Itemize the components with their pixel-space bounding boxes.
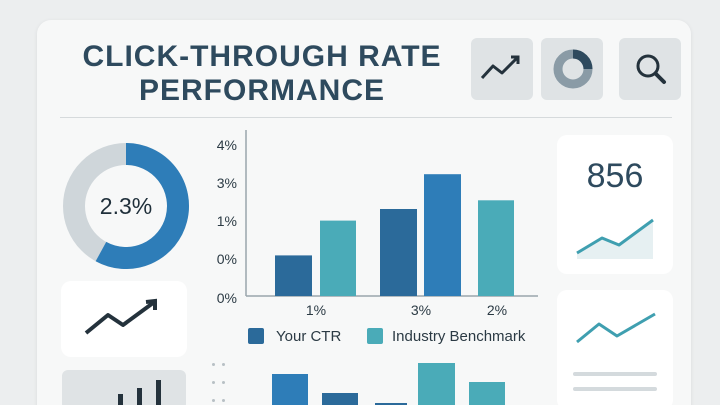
stat-value: 856 <box>586 157 644 195</box>
bar-plot-area <box>245 130 538 297</box>
secondary-bar <box>375 403 407 405</box>
trend-summary-card[interactable] <box>557 290 673 405</box>
legend-swatch-benchmark <box>367 328 383 344</box>
trend-line-icon <box>480 55 520 80</box>
stat-card[interactable]: 856 <box>557 135 673 274</box>
donut-value-label: 2.3% <box>99 193 153 219</box>
secondary-bar <box>469 382 505 405</box>
placeholder-text-line <box>573 387 657 391</box>
legend-swatch-your-ctr <box>248 328 264 344</box>
y-tick-label: 1% <box>216 213 237 229</box>
bar-benchmark <box>320 220 356 296</box>
search-button[interactable] <box>619 38 681 100</box>
mini-bar-card[interactable] <box>62 370 186 405</box>
page-title: CLICK-THROUGH RATE <box>82 40 442 73</box>
donut-view-button[interactable] <box>541 38 603 100</box>
donut-chart-icon <box>553 49 593 89</box>
sparkline-icon <box>576 218 654 259</box>
bar-benchmark <box>478 200 514 296</box>
y-tick-label: 0% <box>216 251 237 267</box>
legend-label-benchmark: Industry Benchmark <box>392 328 526 345</box>
bar-your-ctr <box>380 209 417 296</box>
trend-card[interactable] <box>61 281 187 357</box>
header-divider <box>60 117 672 118</box>
ctr-donut-chart <box>63 143 189 269</box>
secondary-bar <box>322 393 358 405</box>
placeholder-text-line <box>573 372 657 376</box>
decorative-dots <box>212 362 232 405</box>
y-tick-label: 3% <box>216 175 237 191</box>
bar-chart-icon <box>118 380 161 405</box>
trend-up-icon <box>84 298 157 335</box>
x-tick-label: 3% <box>410 302 432 318</box>
legend-label-your-ctr: Your CTR <box>276 328 342 345</box>
search-icon <box>636 54 666 84</box>
secondary-bar <box>272 374 308 405</box>
trend-teal-icon <box>573 312 657 391</box>
x-tick-label: 2% <box>486 302 508 318</box>
y-tick-label: 0% <box>216 290 237 306</box>
trend-view-button[interactable] <box>471 38 533 100</box>
bar-your-ctr <box>275 255 312 296</box>
secondary-bar-chart <box>272 363 505 405</box>
page-title-line2: PERFORMANCE <box>138 74 385 107</box>
donut-value-arc <box>95 143 189 269</box>
y-tick-label: 4% <box>216 137 237 153</box>
x-tick-label: 1% <box>305 302 327 318</box>
secondary-bar <box>418 363 455 405</box>
bar-your-ctr <box>424 174 461 296</box>
